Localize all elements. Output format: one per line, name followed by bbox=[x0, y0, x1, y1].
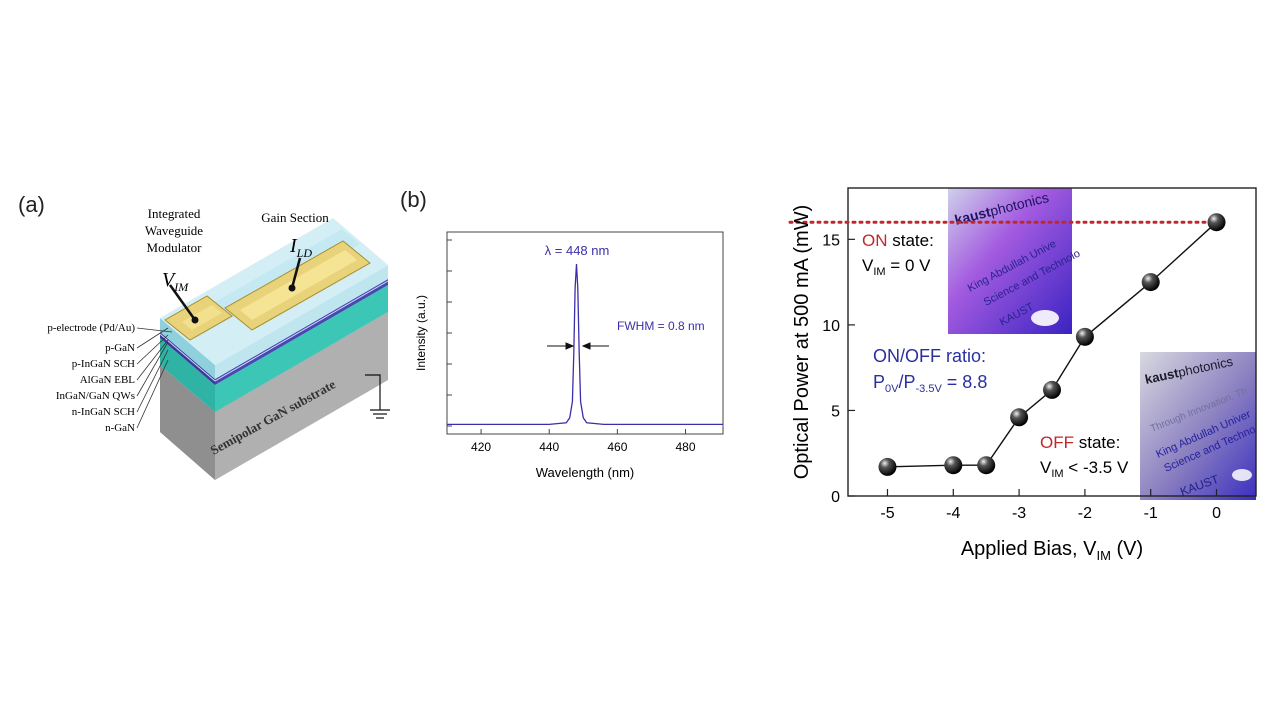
power-frame bbox=[847, 187, 1257, 497]
modulator-title: Integrated bbox=[148, 206, 201, 221]
layer-label: InGaN/GaN QWs bbox=[56, 390, 135, 402]
data-point bbox=[1010, 408, 1029, 427]
vim-label: VIM bbox=[162, 269, 189, 294]
ild-label: ILD bbox=[289, 235, 312, 260]
ild-probe bbox=[290, 257, 302, 289]
power-xlabel: Applied Bias, VIM (V) bbox=[961, 538, 1143, 563]
layer-label: AlGaN EBL bbox=[80, 374, 136, 386]
x-tick-label: 420 bbox=[471, 440, 491, 454]
off-state-label: OFF state: bbox=[1040, 433, 1120, 452]
x-tick-label: 460 bbox=[607, 440, 627, 454]
layer-label: n-GaN bbox=[105, 422, 135, 434]
x-tick-label: 480 bbox=[676, 440, 696, 454]
layer-label: p-electrode (Pd/Au) bbox=[47, 322, 135, 334]
modulator-title: Waveguide bbox=[145, 223, 203, 238]
y-tick-label: 5 bbox=[831, 403, 840, 420]
fwhm-label: FWHM = 0.8 nm bbox=[617, 319, 705, 333]
gain-title: Gain Section bbox=[261, 210, 329, 225]
spectrum-line bbox=[447, 263, 723, 426]
spectrum-chart: 420 440 460 480 Wavelength (nm) Intensity (… bbox=[414, 231, 724, 480]
on-off-ratio-title: ON/OFF ratio: bbox=[873, 346, 986, 366]
panel-b-label: (b) bbox=[400, 187, 427, 212]
panel-a-label: (a) bbox=[18, 192, 45, 217]
y-tick-label: 0 bbox=[831, 489, 840, 506]
data-point bbox=[977, 456, 996, 475]
data-point bbox=[1043, 380, 1061, 399]
photo-off-state: kaustphotonics Through Innovation, Th Ki… bbox=[1140, 352, 1258, 500]
modulator-title: Modulator bbox=[147, 240, 203, 255]
layer-label: p-GaN bbox=[105, 342, 135, 354]
x-tick-label: -2 bbox=[1078, 505, 1092, 522]
substrate-front bbox=[160, 365, 215, 480]
vim-probe-tip bbox=[191, 316, 199, 324]
power-ylabel: Optical Power at 500 mA (mW) bbox=[791, 205, 813, 480]
data-point bbox=[944, 456, 963, 475]
vim-probe bbox=[168, 284, 197, 321]
off-state-voltage: VIM < -3.5 V bbox=[1040, 458, 1129, 480]
x-tick-label: -4 bbox=[946, 505, 960, 522]
ground-wire bbox=[365, 374, 381, 410]
device-schematic: Integrated Waveguide Modulator Gain Sect… bbox=[47, 206, 390, 480]
power-chart: kaustphotonics King Abdullah Unive Scien… bbox=[788, 187, 1258, 563]
qw-line bbox=[159, 333, 216, 382]
data-point bbox=[1207, 213, 1226, 232]
power-ticks: -5 -4 -3 -2 -1 0 0 5 10 15 bbox=[822, 232, 1221, 522]
x-tick-label: 0 bbox=[1212, 505, 1221, 522]
data-point bbox=[878, 457, 897, 476]
layer-labels: p-electrode (Pd/Au) p-GaN p-InGaN SCH Al… bbox=[47, 322, 135, 434]
qw-line bbox=[214, 280, 389, 382]
photo-on-state: kaustphotonics King Abdullah Unive Scien… bbox=[948, 188, 1082, 334]
x-tick-label: 440 bbox=[539, 440, 559, 454]
p-gan-front bbox=[160, 318, 215, 379]
power-points bbox=[878, 213, 1226, 476]
data-point bbox=[1141, 273, 1160, 292]
on-state-voltage: VIM = 0 V bbox=[862, 256, 931, 278]
x-tick-label: -5 bbox=[880, 505, 894, 522]
peak-label: λ = 448 nm bbox=[545, 243, 610, 258]
fwhm-arrows bbox=[547, 342, 609, 350]
n-gan-front bbox=[160, 338, 215, 412]
x-tick-label: -3 bbox=[1012, 505, 1026, 522]
y-tick-label: 10 bbox=[822, 318, 840, 335]
substrate-side bbox=[215, 312, 388, 480]
p-gan-side bbox=[215, 265, 388, 379]
x-tick-label: -1 bbox=[1144, 505, 1158, 522]
gain-ridge bbox=[240, 250, 357, 320]
spectrum-xlabel: Wavelength (nm) bbox=[536, 465, 635, 480]
layer-label: p-InGaN SCH bbox=[72, 358, 135, 370]
layer-label: n-InGaN SCH bbox=[72, 406, 135, 418]
on-off-ratio-value: P0V/P-3.5V = 8.8 bbox=[873, 372, 987, 395]
spectrum-ticks: 420 440 460 480 bbox=[447, 239, 696, 454]
modulator-ridge bbox=[182, 305, 222, 330]
y-tick-label: 15 bbox=[822, 232, 840, 249]
spectrum-ylabel: Intensity (a.u.) bbox=[414, 295, 428, 371]
ild-probe-tip bbox=[288, 284, 296, 292]
layer-leaders bbox=[136, 327, 173, 429]
on-state-label: ON state: bbox=[862, 231, 934, 250]
spectrum-frame bbox=[446, 231, 724, 435]
n-gan-side bbox=[215, 285, 388, 412]
data-point bbox=[1075, 327, 1094, 346]
